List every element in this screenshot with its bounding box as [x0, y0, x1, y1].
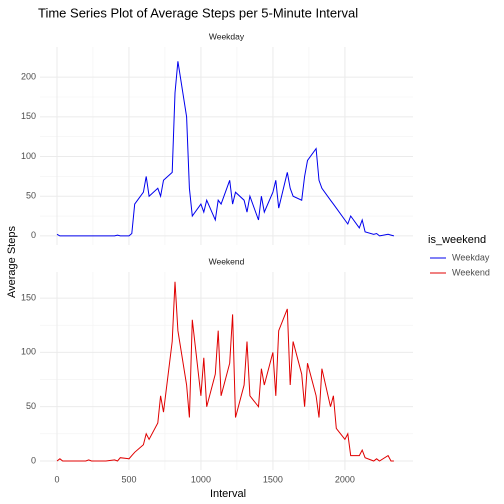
facet-label: Weekend: [209, 256, 245, 266]
y-tick-label: 200: [21, 72, 36, 82]
line-series: [56, 281, 394, 462]
legend-label: Weekday: [452, 252, 490, 262]
x-tick-label: 0: [54, 474, 59, 484]
y-tick-label: 100: [21, 347, 36, 357]
x-tick-label: 1500: [263, 474, 283, 484]
y-tick-label: 50: [26, 401, 36, 411]
chart-title: Time Series Plot of Average Steps per 5-…: [38, 5, 358, 20]
y-tick-label: 100: [21, 151, 36, 161]
y-tick-label: 0: [31, 455, 36, 465]
y-tick-label: 150: [21, 111, 36, 121]
y-tick-label: 150: [21, 292, 36, 302]
y-axis-label: Average Steps: [6, 226, 18, 298]
y-tick-label: 0: [31, 230, 36, 240]
facet-label: Weekday: [209, 31, 245, 41]
x-tick-label: 500: [121, 474, 136, 484]
y-tick-label: 50: [26, 191, 36, 201]
x-tick-label: 1000: [191, 474, 211, 484]
x-axis-label: Interval: [210, 488, 246, 500]
x-tick-label: 2000: [335, 474, 355, 484]
line-series: [56, 61, 395, 237]
legend-label: Weekend: [452, 267, 490, 277]
legend-title: is_weekend: [428, 234, 486, 246]
